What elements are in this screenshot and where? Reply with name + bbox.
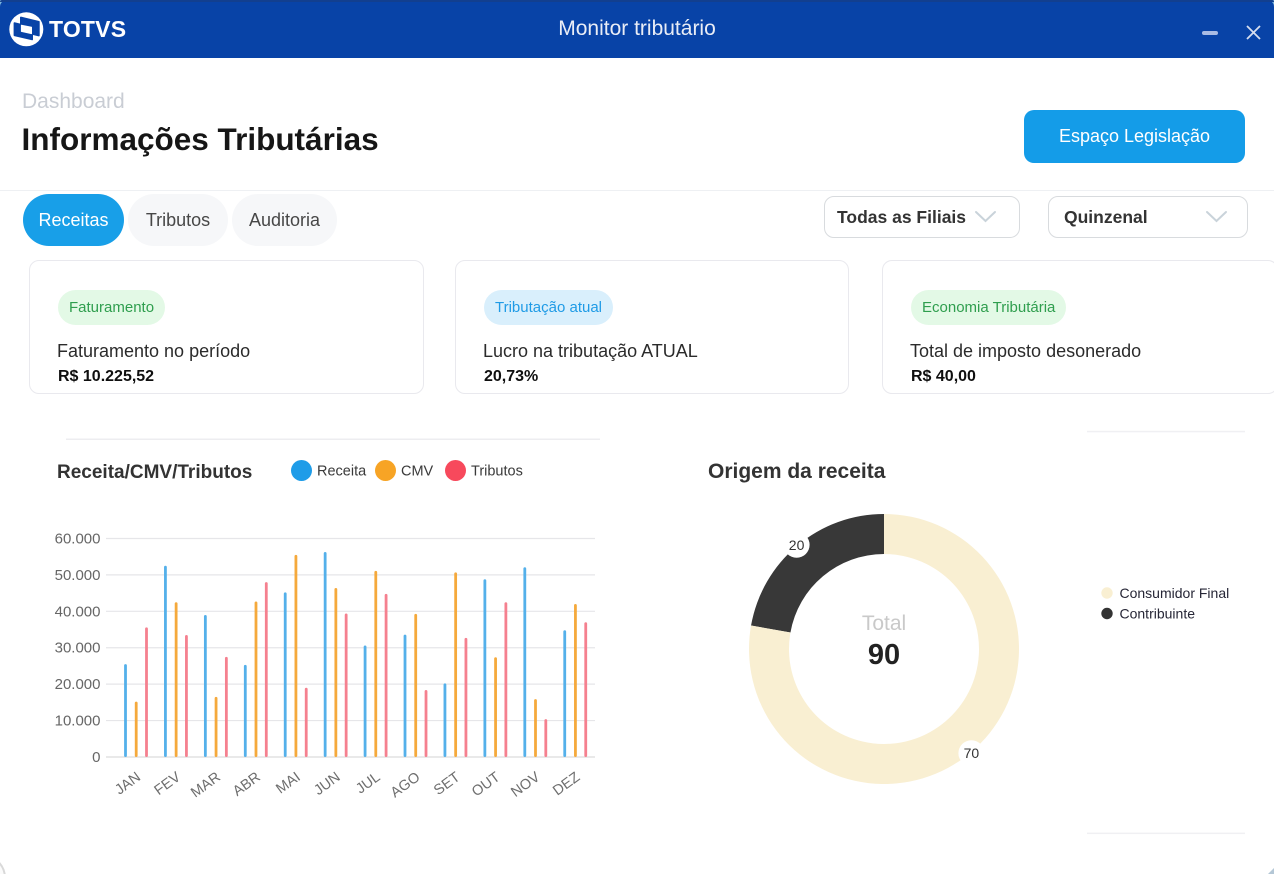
svg-text:Contribuinte: Contribuinte [1120,606,1196,622]
svg-text:AGO: AGO [388,769,423,801]
svg-text:NOV: NOV [508,769,543,801]
svg-text:DEZ: DEZ [550,769,583,799]
svg-text:Origem da receita: Origem da receita [708,460,886,483]
svg-text:60.000: 60.000 [55,530,101,547]
svg-text:OUT: OUT [469,769,503,800]
svg-text:Receita: Receita [317,464,367,480]
svg-text:90: 90 [868,639,900,671]
svg-text:20.000: 20.000 [55,676,101,693]
svg-text:FEV: FEV [152,769,184,799]
svg-text:20: 20 [789,537,805,553]
svg-text:10.000: 10.000 [55,713,101,730]
svg-text:JUL: JUL [353,769,383,797]
svg-text:Receita/CMV/Tributos: Receita/CMV/Tributos [57,462,252,483]
svg-text:0: 0 [92,749,100,766]
svg-text:70: 70 [964,745,980,761]
svg-text:SET: SET [431,769,463,799]
svg-text:Tributos: Tributos [471,464,523,480]
svg-text:40.000: 40.000 [55,603,101,620]
svg-text:Consumidor Final: Consumidor Final [1120,585,1230,601]
svg-text:MAR: MAR [188,769,223,801]
svg-text:Total: Total [862,612,906,635]
svg-text:CMV: CMV [401,464,434,480]
svg-text:30.000: 30.000 [55,640,101,657]
svg-text:JAN: JAN [112,769,144,798]
svg-text:50.000: 50.000 [55,567,101,584]
svg-text:JUN: JUN [311,769,343,799]
svg-text:ABR: ABR [230,769,264,799]
svg-text:MAI: MAI [273,769,303,797]
